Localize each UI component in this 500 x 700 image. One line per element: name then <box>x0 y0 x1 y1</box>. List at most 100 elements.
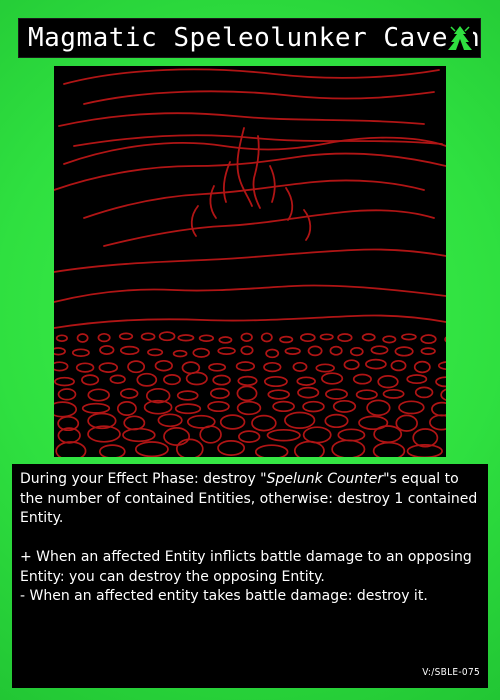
effect-main-prefix: During your Effect Phase: destroy " <box>20 471 267 487</box>
rock-outline <box>81 374 100 386</box>
rock-outline <box>219 414 246 430</box>
rock-outline <box>98 362 119 373</box>
rock-outline <box>299 333 316 343</box>
spelunk-counter-term: Spelunk Counter <box>266 471 384 487</box>
rock-outline <box>154 359 173 372</box>
rock-outline <box>251 414 277 432</box>
rock-outline <box>122 427 156 443</box>
rock-outline <box>97 332 111 343</box>
rock-outline <box>236 385 258 402</box>
rock-outline <box>394 346 414 357</box>
rock-outline <box>406 374 428 385</box>
rock-outline <box>240 332 253 342</box>
rock-outline <box>55 334 68 342</box>
rock-outline <box>54 361 69 372</box>
rock-outline <box>163 427 191 446</box>
rock-outline <box>147 348 164 357</box>
effect-minus: - When an affected entity takes battle d… <box>20 588 428 604</box>
rock-outline <box>440 388 446 401</box>
rock-outline <box>199 425 222 444</box>
rock-outline <box>99 345 115 355</box>
rock-outline <box>186 414 216 429</box>
rock-outline <box>319 333 334 341</box>
rock-outline <box>325 388 348 400</box>
rock-outline <box>302 400 325 413</box>
rock-outline <box>174 403 202 415</box>
rock-outline <box>55 441 87 457</box>
rock-outline <box>382 388 405 399</box>
rock-outline <box>292 361 308 372</box>
effect-text-box: During your Effect Phase: destroy "Spelu… <box>12 464 488 688</box>
rock-outline <box>198 334 215 342</box>
rock-outline <box>176 390 199 401</box>
rock-outline <box>240 345 254 356</box>
rock-outline <box>218 336 233 344</box>
rock-outline <box>315 363 335 373</box>
rock-outline <box>207 400 230 413</box>
rock-outline <box>143 399 173 415</box>
rock-outline <box>343 359 360 371</box>
rock-outline <box>134 441 169 457</box>
rock-outline <box>265 348 280 359</box>
rock-outline <box>158 331 176 342</box>
rock-outline <box>217 346 236 355</box>
cave-mountain-icon <box>447 24 473 52</box>
title-bar: Magmatic Speleolunker Cavern <box>18 18 481 58</box>
rock-outline <box>235 361 256 372</box>
rock-outline <box>377 375 399 389</box>
rock-outline <box>390 359 407 372</box>
rock-outline <box>279 335 294 344</box>
rock-outline <box>54 401 78 418</box>
rock-outline <box>361 333 376 342</box>
rock-outline <box>163 374 181 386</box>
rock-outline <box>136 372 158 387</box>
rock-outline <box>87 412 117 430</box>
rock-outline <box>175 438 204 457</box>
rock-outline <box>324 413 349 429</box>
rock-outline <box>420 347 436 355</box>
rock-outline <box>263 375 288 388</box>
rock-outline <box>437 361 446 371</box>
rock-outline <box>365 358 387 370</box>
rock-outline <box>297 386 320 399</box>
rock-outline <box>321 372 344 385</box>
rock-outline <box>337 333 353 343</box>
rock-outline <box>260 332 273 343</box>
rock-outline <box>185 371 208 386</box>
rock-outline <box>217 440 246 456</box>
rock-outline <box>331 439 366 457</box>
rock-outline <box>420 334 437 345</box>
rock-outline <box>284 347 301 355</box>
rock-outline <box>76 333 89 343</box>
rock-outline <box>54 347 66 356</box>
rock-outline <box>307 345 323 357</box>
rock-outline <box>81 402 111 414</box>
rock-outline <box>98 444 126 457</box>
rock-outline <box>329 345 343 356</box>
rock-outline <box>349 346 364 357</box>
rock-outline <box>413 360 431 374</box>
rock-outline <box>57 415 80 432</box>
rock-outline <box>414 386 434 399</box>
rock-outline <box>355 389 378 400</box>
rock-outline <box>398 400 425 415</box>
rock-outline <box>406 443 443 457</box>
rock-outline <box>352 373 372 385</box>
rock-outline <box>87 388 110 402</box>
rock-outline <box>332 399 357 413</box>
rock-outline <box>372 441 406 457</box>
rock-outline <box>395 414 418 432</box>
rock-outline <box>237 375 258 387</box>
effect-spacer <box>20 529 480 549</box>
cavern-illustration <box>54 66 446 457</box>
rock-outline <box>145 387 171 404</box>
rock-outline <box>267 389 290 400</box>
card-title: Magmatic Speleolunker Cavern <box>28 23 481 53</box>
rock-outline <box>119 345 140 356</box>
rock-outline <box>444 336 446 343</box>
effect-plus: + When an affected Entity inflicts battl… <box>20 549 472 585</box>
rock-outline <box>236 400 262 416</box>
rock-outline <box>212 374 231 386</box>
rock-outline <box>366 399 391 417</box>
rock-outline <box>87 425 121 443</box>
